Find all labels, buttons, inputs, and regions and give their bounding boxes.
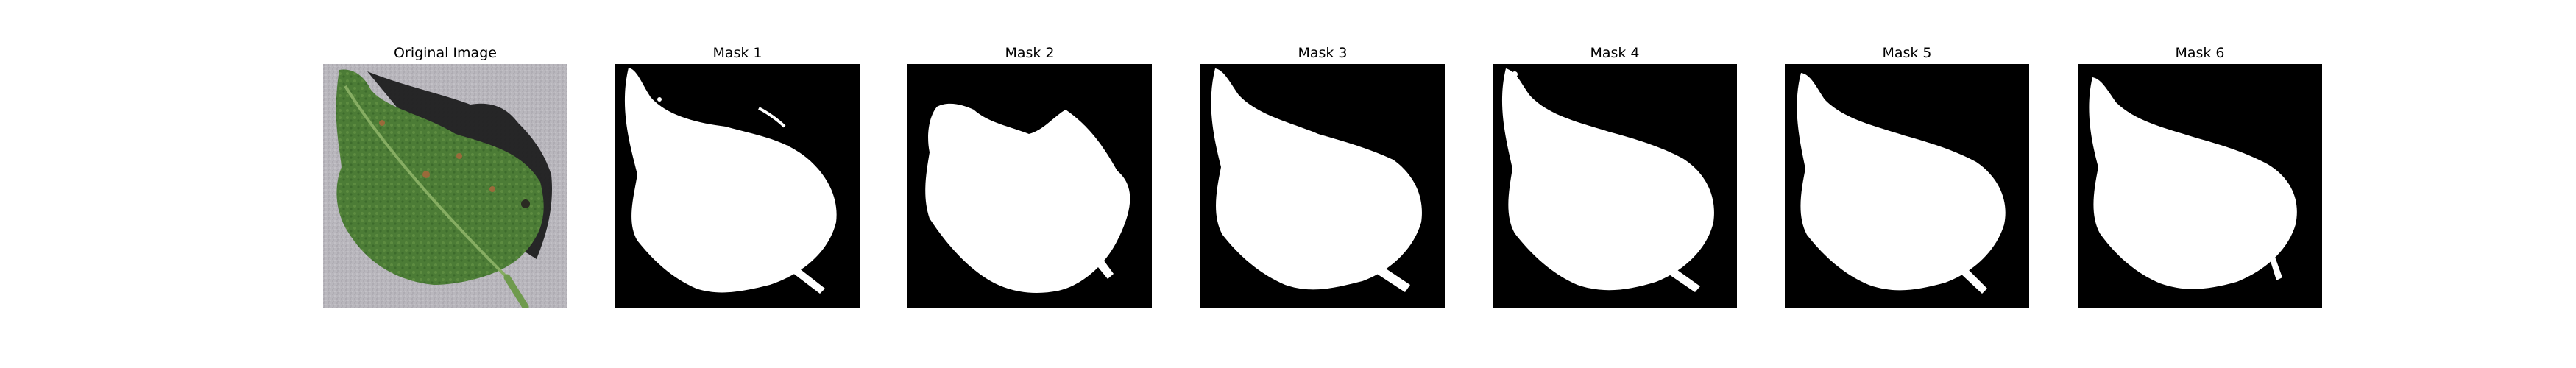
mask-6-image (2078, 64, 2322, 308)
panel-title: Mask 3 (1298, 45, 1348, 61)
mask-foreground (2089, 77, 2297, 289)
mask-stem (1958, 264, 1987, 294)
panel-title: Mask 6 (2175, 45, 2225, 61)
mask-foreground (1797, 73, 2006, 291)
panel-title: Mask 1 (712, 45, 762, 61)
mask-6-panel: Mask 6 (2078, 0, 2322, 368)
leaf-spot (456, 153, 462, 159)
leaf-stem (503, 274, 529, 308)
mask-2-panel: Mask 2 (907, 0, 1152, 368)
leaf-spot (422, 171, 430, 178)
original-image-panel: Original Image (323, 0, 567, 368)
mask-5-image (1785, 64, 2029, 308)
leaf (336, 69, 544, 285)
mask-stem (1371, 263, 1410, 292)
mask-3-panel: Mask 3 (1200, 0, 1445, 368)
leaf-midrib (344, 85, 509, 279)
mask-foreground (925, 103, 1130, 293)
panel-title: Mask 5 (1882, 45, 1932, 61)
mask-fragment (758, 107, 786, 128)
panel-title: Original Image (394, 45, 497, 61)
mask-foreground (624, 68, 837, 293)
mask-foreground (1501, 68, 1714, 291)
mask-stem (1091, 252, 1114, 279)
mask-4-image (1493, 64, 1737, 308)
mask-fragment (657, 97, 662, 102)
mask-foreground (1211, 68, 1422, 290)
original-image (323, 64, 567, 308)
mask-1-panel: Mask 1 (615, 0, 860, 368)
mask-stem (2271, 257, 2282, 280)
leaf-spot (379, 120, 385, 126)
mask-5-panel: Mask 5 (1785, 0, 2029, 368)
mask-stem (1665, 264, 1700, 292)
leaf-spot (521, 199, 530, 208)
mask-fragment (1512, 71, 1518, 77)
mask-3-image (1200, 64, 1445, 308)
panel-title: Mask 2 (1005, 45, 1055, 61)
mask-2-image (907, 64, 1152, 308)
mask-4-panel: Mask 4 (1493, 0, 1737, 368)
mask-1-image (615, 64, 860, 308)
leaf-spot (489, 186, 495, 192)
panel-title: Mask 4 (1590, 45, 1640, 61)
mask-stem (789, 263, 825, 294)
